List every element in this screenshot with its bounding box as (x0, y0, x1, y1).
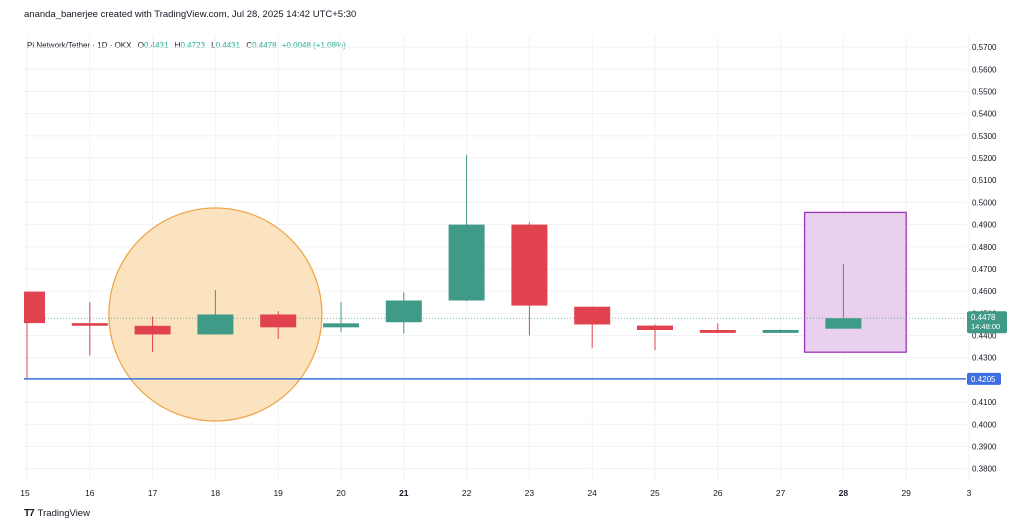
y-tick-label: 0.5200 (972, 154, 997, 163)
x-tick-label: 28 (839, 488, 849, 498)
y-tick-label: 0.4400 (972, 332, 997, 341)
symbol-legend: Pi Network/Tether · 1D · OKX O0.4431 H0.… (27, 41, 346, 50)
support-price-label: 0.4205 (971, 375, 996, 384)
x-tick-label: 16 (85, 488, 95, 498)
candle-body-27 (762, 330, 799, 333)
y-tick-label: 0.5100 (972, 176, 997, 185)
candle-body-26 (699, 330, 736, 333)
candle-body-20 (323, 323, 359, 328)
candle-body-21 (385, 300, 422, 323)
highlight-box (803, 211, 907, 353)
x-tick-label: 18 (211, 488, 221, 498)
y-tick-label: 0.3800 (972, 465, 997, 474)
x-tick-label: 29 (901, 488, 911, 498)
y-tick-label: 0.4900 (972, 221, 997, 230)
x-tick-label: 23 (525, 488, 535, 498)
x-tick-label: 19 (273, 488, 283, 498)
x-tick-label: 26 (713, 488, 723, 498)
y-tick-label: 0.4800 (972, 243, 997, 252)
high-value: 0.4723 (180, 41, 205, 50)
x-tick-label: 25 (650, 488, 660, 498)
candle-body-19 (260, 314, 297, 328)
y-tick-label: 0.5300 (972, 132, 997, 141)
candle-body-16 (71, 323, 108, 326)
symbol-name: Pi Network/Tether · 1D · OKX (27, 41, 132, 50)
x-tick-label: 15 (20, 488, 30, 498)
close-value: 0.4478 (252, 41, 277, 50)
change-value: +0.0048 (+1.08%) (281, 41, 346, 50)
candle-body-17 (134, 325, 171, 335)
candle-body-23 (511, 224, 548, 306)
open-value: 0.4431 (143, 41, 169, 50)
y-tick-label: 0.5700 (972, 43, 997, 52)
x-tick-label: 17 (148, 488, 158, 498)
candle-body-22 (448, 224, 485, 301)
last-price-tag (967, 311, 1007, 334)
support-price-tag (967, 372, 1001, 385)
open-key: O (137, 41, 144, 50)
last-price-label: 0.4478 (971, 313, 996, 322)
y-tick-label: 0.5400 (972, 110, 997, 119)
close-key: C (246, 41, 253, 50)
low-key: L (211, 41, 216, 50)
x-tick-label: 22 (462, 488, 472, 498)
brand-label: TradingView (37, 508, 90, 519)
y-tick-label: 0.5600 (972, 65, 997, 74)
x-tick-label: 21 (399, 488, 409, 498)
countdown-label: 14:48:00 (971, 322, 1000, 331)
candle-body-28 (825, 318, 862, 329)
low-value: 0.4431 (215, 41, 241, 50)
y-tick-label: 0.4000 (972, 420, 997, 429)
candle-body-24 (574, 306, 611, 325)
y-tick-label: 0.5000 (972, 198, 997, 207)
y-tick-label: 0.3900 (972, 442, 997, 451)
tradingview-logo-icon: T7 (24, 508, 35, 519)
y-tick-label: 0.4100 (972, 398, 997, 407)
x-tick-label: 3 (967, 488, 972, 498)
candle-body-25 (637, 325, 673, 331)
chart-credit: ananda_banerjee created with TradingView… (24, 9, 357, 20)
y-tick-label: 0.5500 (972, 87, 997, 96)
y-tick-label: 0.4700 (972, 265, 997, 274)
candle-body-18 (197, 314, 234, 335)
candle-body-15 (24, 291, 45, 324)
x-tick-label: 20 (336, 488, 346, 498)
x-tick-label: 24 (587, 488, 597, 498)
y-tick-label: 0.4600 (972, 287, 997, 296)
tradingview-brand[interactable]: T7 TradingView (24, 508, 90, 519)
x-tick-label: 27 (776, 488, 786, 498)
high-key: H (174, 41, 181, 50)
y-tick-label: 0.4300 (972, 354, 997, 363)
